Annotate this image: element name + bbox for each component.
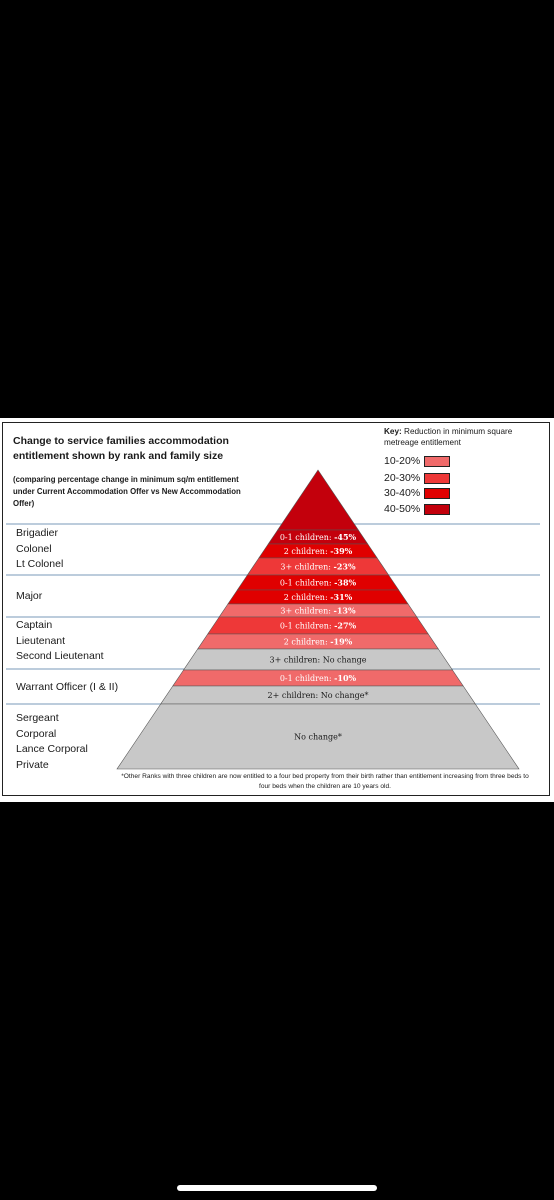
band-label: No change* — [294, 733, 342, 742]
key-item: 30-40% — [384, 486, 450, 500]
rank-label: Warrant Officer (I & II) — [16, 681, 119, 693]
band-label: 0-1 children: -38% — [280, 578, 357, 588]
key-title: Key: Reduction in minimum square metreag… — [384, 426, 534, 448]
key-item-label: 40-50% — [384, 503, 421, 515]
band-value: -39% — [330, 546, 352, 556]
rank-label: Corporal — [16, 727, 57, 740]
band-label: 3+ children: -13% — [280, 606, 356, 616]
key-item: 20-30% — [384, 471, 450, 485]
band-label: 2+ children: No change* — [268, 691, 369, 700]
rank-label: Private — [16, 758, 49, 771]
band-value: -31% — [330, 592, 352, 602]
key-item: 10-20% — [384, 454, 450, 468]
pyramid-tip — [277, 469, 359, 531]
band-value: -10% — [334, 673, 356, 683]
rank-label: Sergeant — [16, 712, 59, 724]
infographic-subtitle: (comparing percentage change in minimum … — [13, 475, 241, 508]
key-item-swatch — [424, 455, 450, 467]
rank-label: Lance Corporal — [16, 743, 88, 755]
rank-group-senior-officers: Brigadier Colonel Lt Colonel — [16, 526, 63, 573]
band-label: 0-1 children: -45% — [280, 532, 357, 542]
infographic-frame — [2, 422, 550, 796]
key-item-label: 10-20% — [384, 455, 421, 467]
rank-label: Lieutenant — [16, 634, 66, 647]
rank-label: Major — [16, 590, 43, 602]
rank-label: Second Lieutenant — [16, 650, 104, 662]
band-value: -23% — [334, 562, 356, 572]
rank-label: Captain — [16, 619, 53, 631]
band-label: 2 children: -19% — [284, 637, 353, 647]
band-value: -27% — [334, 621, 356, 631]
rank-label: Brigadier — [16, 527, 59, 539]
pyramid-band — [116, 703, 520, 770]
footnote: *Other Ranks with three children are now… — [121, 773, 529, 790]
infographic-title: Change to service families accommodation… — [13, 435, 229, 462]
rank-group-junior-officers: Captain Lieutenant Second Lieutenant — [16, 618, 104, 665]
pyramid-diagram: 0-1 children: -45% 2 children: -39% 3+ chi… — [6, 469, 540, 770]
key-title-bold: Key: — [384, 427, 402, 436]
key-item-label: 20-30% — [384, 472, 421, 484]
band-value: -19% — [330, 637, 352, 647]
rank-group-major: Major — [16, 589, 42, 605]
band-label: 2 children: -31% — [284, 592, 353, 602]
band-label: 0-1 children: -10% — [280, 673, 357, 683]
band-value: -13% — [334, 606, 356, 616]
rank-label: Lt Colonel — [16, 558, 64, 570]
band-label: 3+ children: No change — [270, 656, 367, 665]
rank-label: Colonel — [16, 542, 52, 555]
infographic-panel: Change to service families accommodation… — [0, 418, 554, 802]
band-label: 2 children: -39% — [284, 546, 353, 556]
rank-group-other-ranks: Sergeant Corporal Lance Corporal Private — [16, 711, 88, 773]
key-item-swatch — [424, 503, 450, 515]
key-title-rest: Reduction in minimum square metreage ent… — [384, 427, 513, 447]
band-value: -45% — [334, 532, 356, 542]
band-label: 0-1 children: -27% — [280, 621, 357, 631]
band-value: -38% — [334, 578, 356, 588]
rank-group-warrant-officer: Warrant Officer (I & II) — [16, 680, 118, 696]
key-item-label: 30-40% — [384, 487, 421, 499]
band-label: 3+ children: -23% — [280, 562, 356, 572]
key-item-swatch — [424, 487, 450, 499]
key-item-swatch — [424, 472, 450, 484]
home-indicator — [177, 1185, 377, 1191]
key-item: 40-50% — [384, 502, 450, 516]
